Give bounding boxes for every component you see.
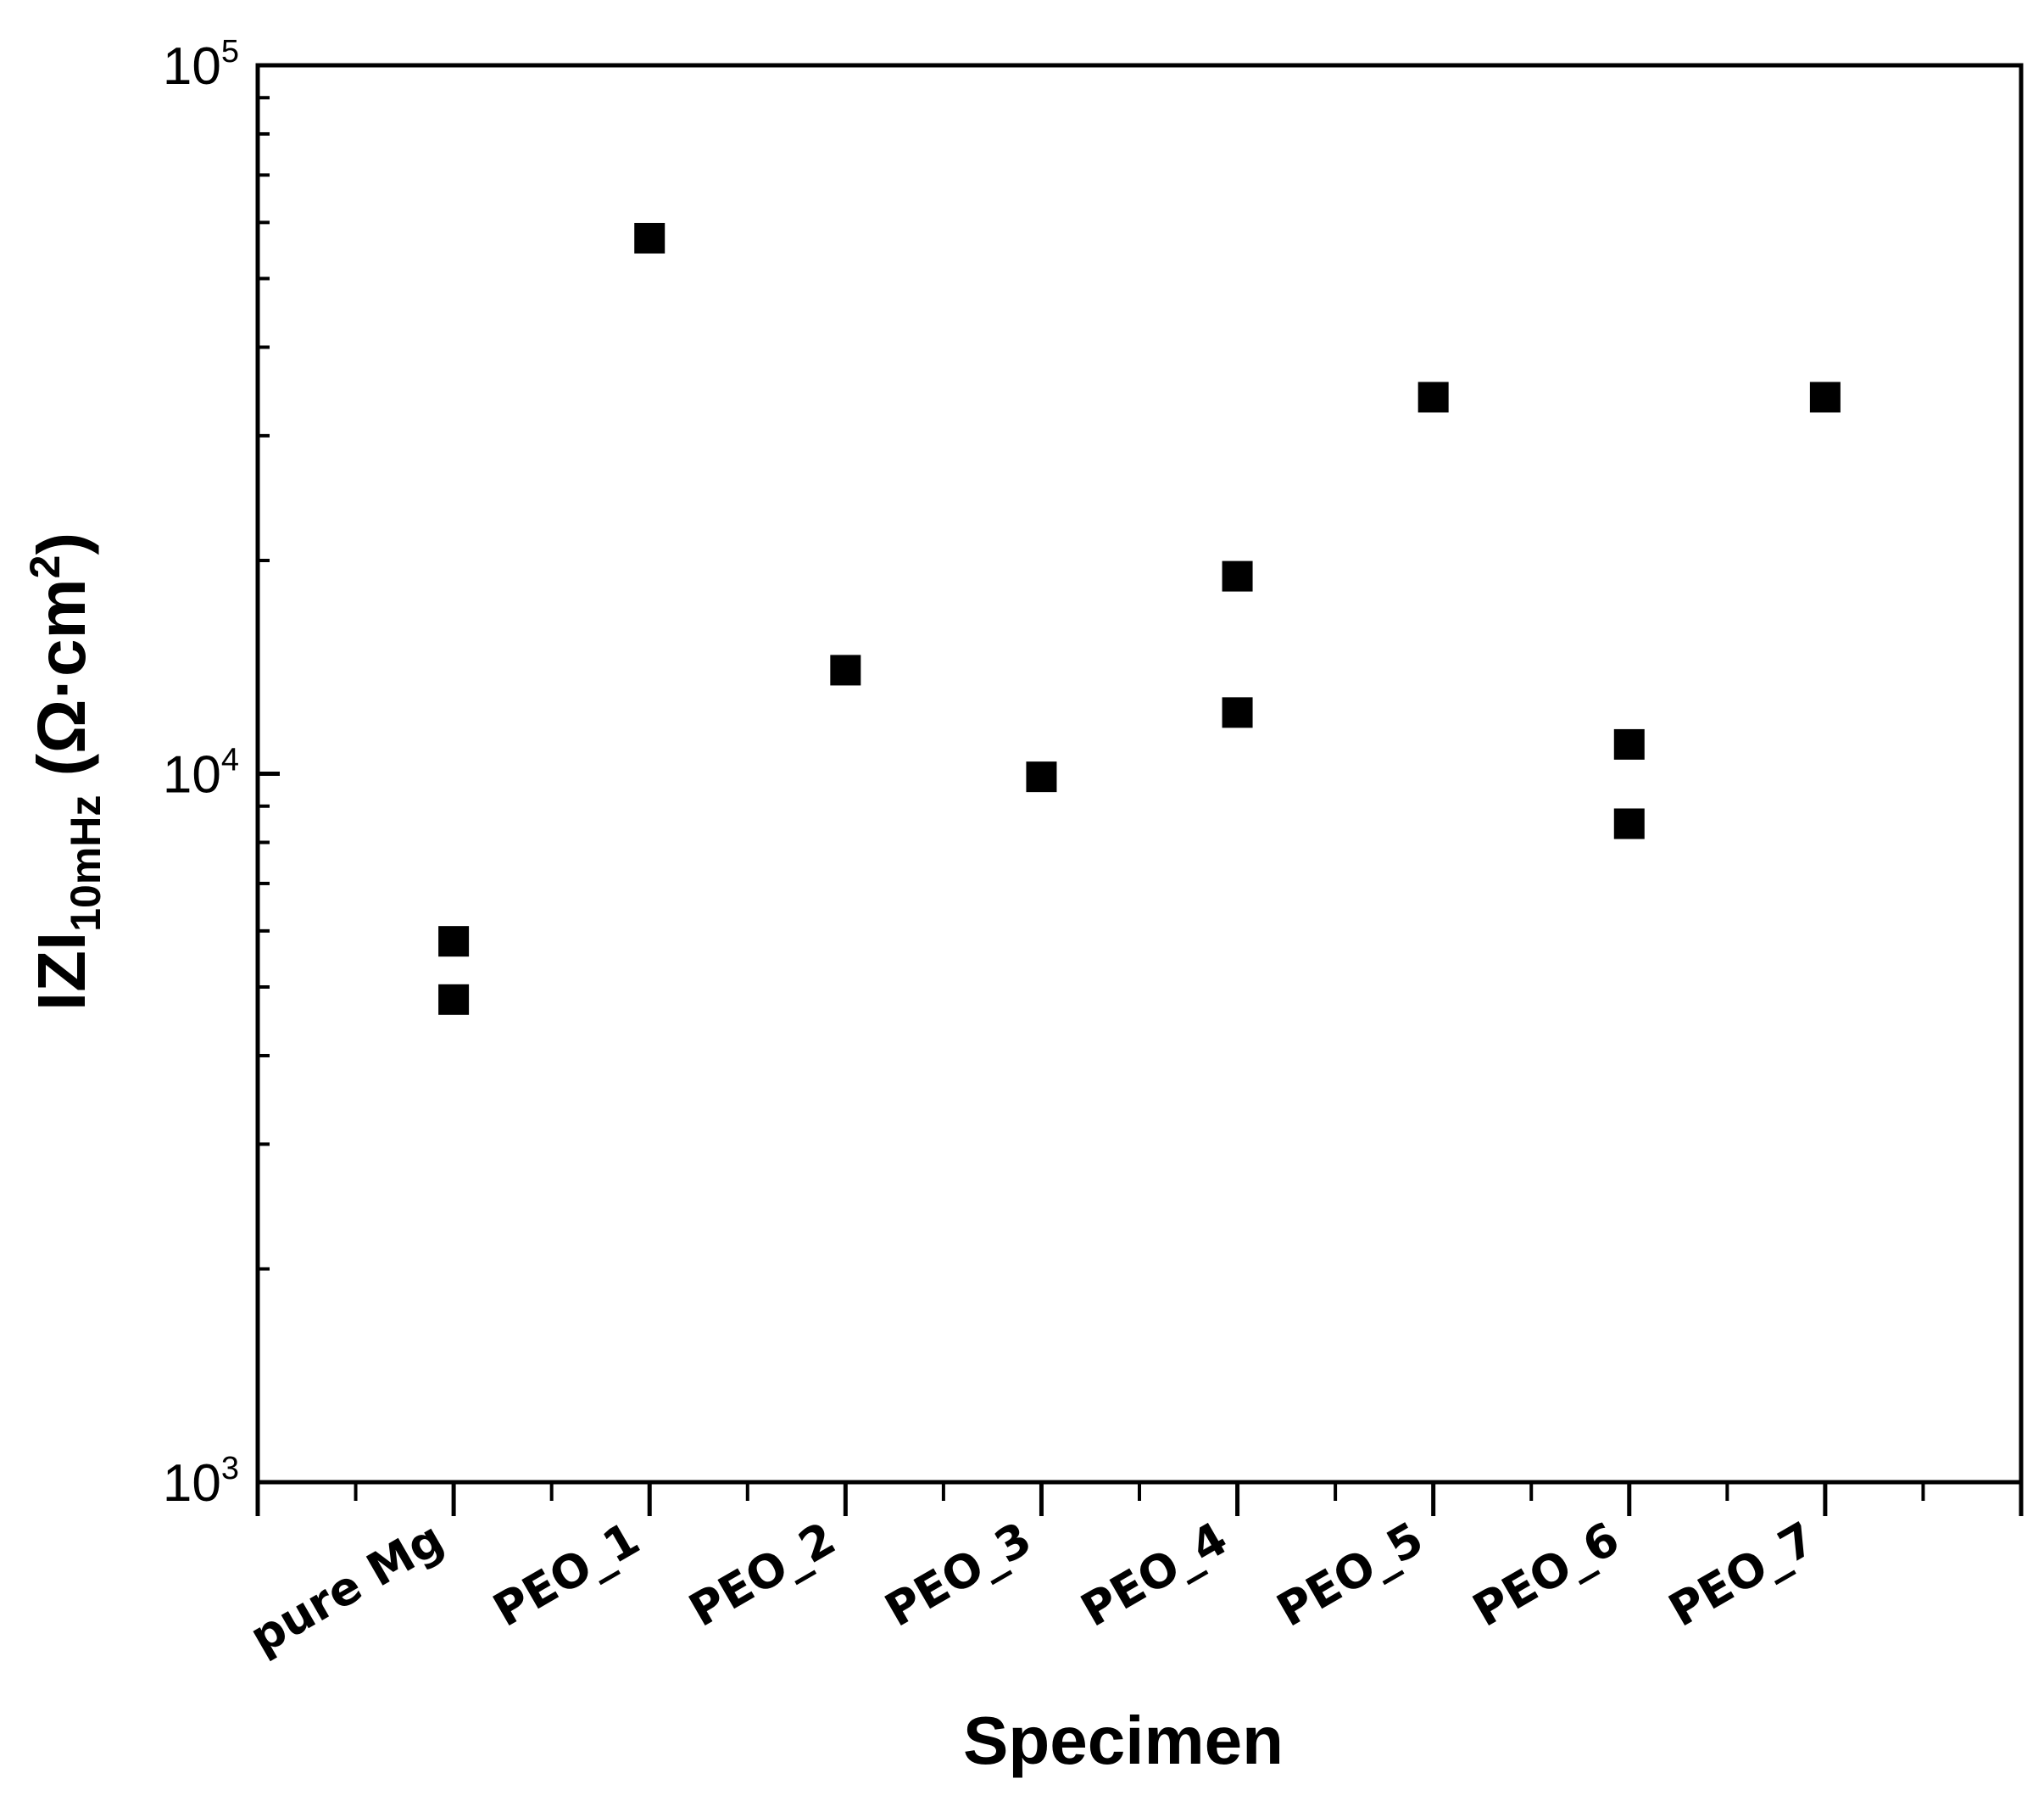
y-axis-tick-labels: 103 104 105 (163, 34, 239, 1513)
y-axis-title-unit-open: (Ω·cm (24, 578, 99, 795)
y-axis-title-main: IZI (24, 932, 99, 1011)
data-point (438, 926, 470, 957)
data-point (1417, 382, 1449, 413)
data-point (830, 655, 861, 686)
x-tick-label: PEO_2 (680, 1512, 844, 1637)
plot-frame (255, 63, 2024, 1485)
x-tick-label: PEO_6 (1464, 1512, 1628, 1637)
y-tick-label: 105 (163, 34, 239, 96)
y-axis-title-unit-sup: 2 (21, 555, 69, 579)
x-tick-label: PEO_1 (484, 1512, 648, 1637)
x-axis-tick-labels: pure Mg PEO_1 PEO_2 PEO_3 PEO_4 PEO_5 PEO_6 PEO… (241, 1512, 1824, 1664)
x-axis-ticks (255, 1482, 2024, 1516)
data-point (438, 984, 470, 1015)
y-axis-title-unit-close: ) (24, 532, 99, 555)
y-axis-ticks (258, 63, 280, 1485)
data-point (1222, 560, 1253, 592)
y-axis-title: IZI10mHz (Ω·cm2) (21, 532, 109, 1011)
x-tick-label: PEO_4 (1072, 1512, 1236, 1637)
y-axis-title-sub: 10mHz (62, 795, 109, 932)
data-point (1222, 697, 1253, 728)
data-point (1809, 382, 1841, 413)
x-tick-label: pure Mg (241, 1512, 452, 1664)
data-point (1613, 808, 1645, 839)
data-point (1613, 728, 1645, 760)
x-tick-label: PEO_3 (877, 1512, 1040, 1637)
y-tick-label: 104 (163, 743, 239, 805)
data-point (634, 222, 666, 254)
data-points (438, 222, 1841, 1015)
x-tick-label: PEO_7 (1660, 1512, 1824, 1637)
y-tick-label: 103 (163, 1451, 239, 1513)
x-tick-label: PEO_5 (1268, 1512, 1432, 1637)
data-point (1026, 761, 1057, 793)
x-axis-title: Specimen (963, 1703, 1284, 1778)
